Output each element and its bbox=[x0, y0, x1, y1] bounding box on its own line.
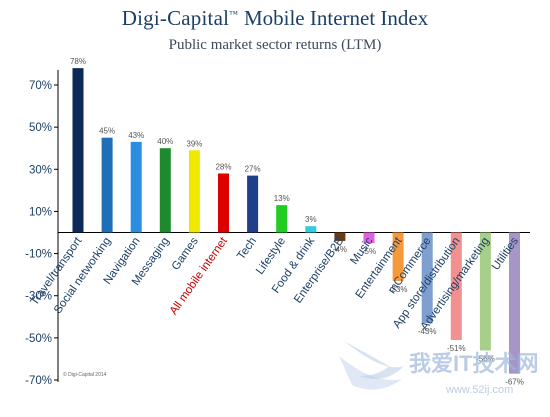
bar-12 bbox=[392, 232, 404, 281]
value-label: -51% bbox=[447, 344, 466, 353]
value-label: 45% bbox=[99, 127, 115, 136]
category-label: All mobile internet bbox=[168, 235, 231, 317]
value-label: 78% bbox=[70, 57, 86, 66]
value-label: 40% bbox=[157, 137, 173, 146]
bar-10 bbox=[334, 232, 346, 241]
category-label: Travel/transport bbox=[29, 235, 85, 308]
y-tick-label: 10% bbox=[29, 206, 52, 218]
bar-9 bbox=[305, 226, 317, 233]
y-tick-label: 70% bbox=[29, 80, 52, 92]
bar-5 bbox=[188, 150, 200, 233]
y-tick-label: -70% bbox=[25, 375, 52, 387]
trademark-mark: ™ bbox=[229, 9, 238, 19]
value-label: -5% bbox=[362, 247, 376, 256]
value-label: 13% bbox=[274, 194, 290, 203]
bar-14 bbox=[450, 232, 462, 340]
y-tick-label: 30% bbox=[29, 164, 52, 176]
value-label: 28% bbox=[215, 163, 231, 172]
chart-header: Digi-Capital™ Mobile Internet Index bbox=[0, 6, 550, 31]
bar-6 bbox=[218, 173, 229, 233]
value-label: -4% bbox=[333, 245, 347, 254]
bar-8 bbox=[276, 205, 288, 233]
bar-3 bbox=[130, 141, 142, 233]
chart-subtitle: Public market sector returns (LTM) bbox=[168, 37, 382, 53]
index-name: Mobile Internet Index bbox=[243, 6, 429, 30]
bar-16 bbox=[509, 232, 520, 374]
bar-7 bbox=[247, 175, 259, 233]
y-tick-label: -50% bbox=[25, 333, 52, 345]
bar-1 bbox=[72, 68, 84, 233]
y-tick-label: -10% bbox=[25, 249, 52, 261]
category-label: Games bbox=[170, 235, 201, 272]
bar-15 bbox=[479, 232, 491, 351]
value-label: -67% bbox=[505, 378, 524, 387]
value-label: 3% bbox=[305, 215, 317, 224]
copyright-note: © Digi-Capital 2014 bbox=[63, 372, 107, 378]
value-label: -23% bbox=[389, 285, 408, 294]
brand-name: Digi-Capital bbox=[121, 6, 230, 30]
y-tick-label: 50% bbox=[29, 122, 52, 134]
bar-2 bbox=[101, 137, 113, 233]
category-label: Tech bbox=[235, 235, 259, 262]
bar-11 bbox=[363, 232, 375, 244]
value-label: -43% bbox=[418, 327, 437, 336]
value-label: 27% bbox=[245, 165, 261, 174]
value-label: 43% bbox=[128, 131, 144, 140]
value-label: 39% bbox=[186, 139, 202, 148]
bar-13 bbox=[421, 232, 433, 324]
y-tick-label: -30% bbox=[25, 291, 52, 303]
value-label: -56% bbox=[476, 355, 495, 364]
bar-4 bbox=[159, 148, 171, 233]
